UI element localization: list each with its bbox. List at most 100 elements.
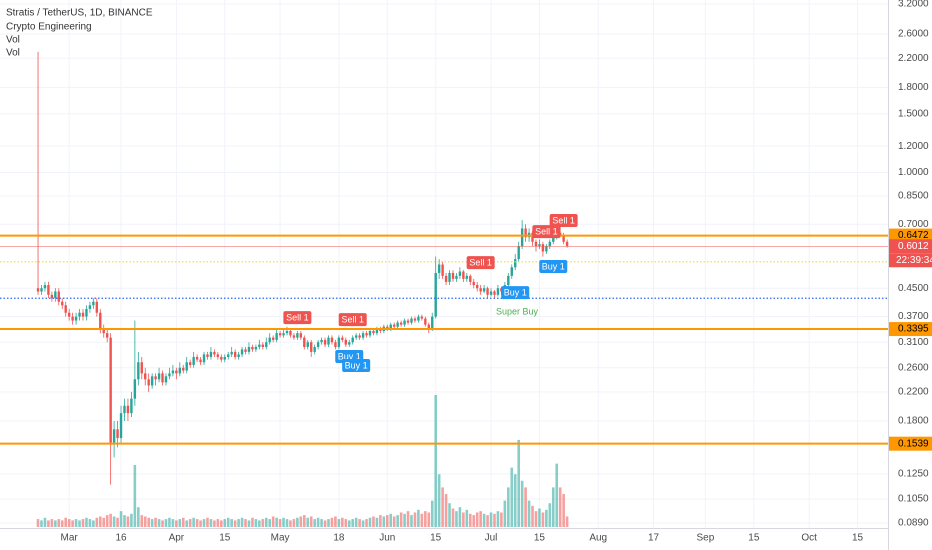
volume-bar (500, 512, 503, 527)
last-price-label: 0.6012 (898, 241, 929, 252)
x-tick-label: 15 (748, 533, 760, 544)
volume-bar (171, 519, 175, 527)
volume-bar (43, 517, 47, 527)
candle-body (482, 288, 486, 292)
volume-bar (247, 520, 251, 527)
volume-bar (109, 513, 112, 527)
volume-bar (78, 520, 81, 527)
candle-body (489, 291, 493, 295)
volume-bar (98, 516, 102, 527)
y-tick-label: 1.8000 (898, 82, 929, 93)
candle-body (313, 346, 316, 352)
volume-bar (468, 513, 472, 527)
candle-body (368, 330, 372, 336)
volume-bar (133, 464, 137, 527)
candle-body (403, 320, 406, 325)
y-tick-label: 2.6000 (898, 29, 929, 40)
volume-bar (154, 517, 157, 527)
signal-label: Buy 1 (345, 360, 368, 370)
candle-body (545, 246, 548, 252)
candle-body (520, 228, 524, 247)
volume-bar (510, 467, 514, 527)
volume-bar (365, 519, 368, 527)
candle-body (552, 237, 555, 242)
candle-body (271, 337, 275, 340)
volume-bar (313, 519, 316, 527)
volume-bar (175, 520, 178, 527)
candle-body (47, 285, 50, 295)
candle-body (303, 337, 306, 347)
candle-body (230, 351, 233, 355)
candle-body (389, 324, 392, 329)
signal-text: Super Buy (496, 306, 539, 316)
candle-body (351, 337, 354, 343)
volume-bar (64, 517, 68, 527)
candle-body (386, 326, 389, 329)
candle-body (202, 354, 206, 363)
candle-body (348, 342, 351, 345)
candle-body (102, 328, 105, 334)
x-tick-label: Sep (697, 533, 715, 544)
candle-body (88, 305, 92, 309)
candle-body (320, 339, 323, 343)
volume-bar (316, 517, 320, 527)
volume-bar (282, 517, 285, 527)
volume-bar (112, 516, 116, 527)
candle-body (61, 301, 64, 306)
candle-body (496, 288, 500, 295)
candle-body (57, 291, 60, 302)
candle-body (541, 244, 545, 252)
candle-body (275, 333, 278, 340)
volume-bar (251, 517, 254, 527)
candle-body (548, 241, 552, 247)
candle-body (78, 312, 81, 317)
candle-body (81, 312, 85, 317)
y-tick-label: 1.0000 (898, 167, 929, 178)
volume-bar (126, 516, 130, 527)
indicator-name: Vol (6, 35, 20, 46)
volume-bar (105, 515, 109, 527)
signal-label: Sell 1 (341, 315, 364, 325)
volume-bar (102, 517, 106, 527)
volume-bar (520, 480, 524, 527)
y-tick-label: 0.1800 (898, 416, 929, 427)
volume-bar (88, 519, 92, 527)
signal-label: Sell 1 (535, 226, 558, 236)
chart-title: Stratis / TetherUS, 1D, BINANCE (6, 8, 153, 19)
candle-body (306, 342, 309, 347)
volume-bar (292, 519, 296, 527)
candle-body (475, 285, 479, 289)
candle-body (538, 244, 541, 247)
y-tick-label: 1.2000 (898, 141, 929, 152)
candle-body (185, 362, 188, 371)
indicator-name: Crypto Engineering (6, 22, 92, 33)
volume-bar (358, 519, 361, 527)
x-tick-label: 15 (852, 533, 864, 544)
volume-bar (306, 517, 310, 527)
volume-bar (161, 520, 164, 527)
candle-body (105, 333, 109, 338)
volume-bar (341, 517, 344, 527)
candle-body (565, 241, 569, 247)
candle-body (285, 330, 289, 334)
volume-bar (403, 513, 406, 527)
volume-bar (140, 515, 144, 527)
volume-bar (382, 516, 386, 527)
volume-bar (551, 487, 555, 527)
volume-bar (60, 520, 64, 527)
volume-bar (258, 520, 261, 527)
volume-bar (389, 513, 393, 527)
candle-body (40, 288, 43, 292)
volume-bar (130, 513, 133, 527)
level-label-bg (889, 322, 932, 337)
candle-body (417, 316, 420, 321)
candle-body (268, 337, 271, 343)
volume-bar (562, 494, 565, 527)
candle-body (451, 272, 455, 279)
level-label: 0.6472 (898, 230, 929, 241)
signal-label-bg (466, 256, 495, 270)
candle-body (337, 337, 341, 347)
candle-body (144, 373, 147, 380)
